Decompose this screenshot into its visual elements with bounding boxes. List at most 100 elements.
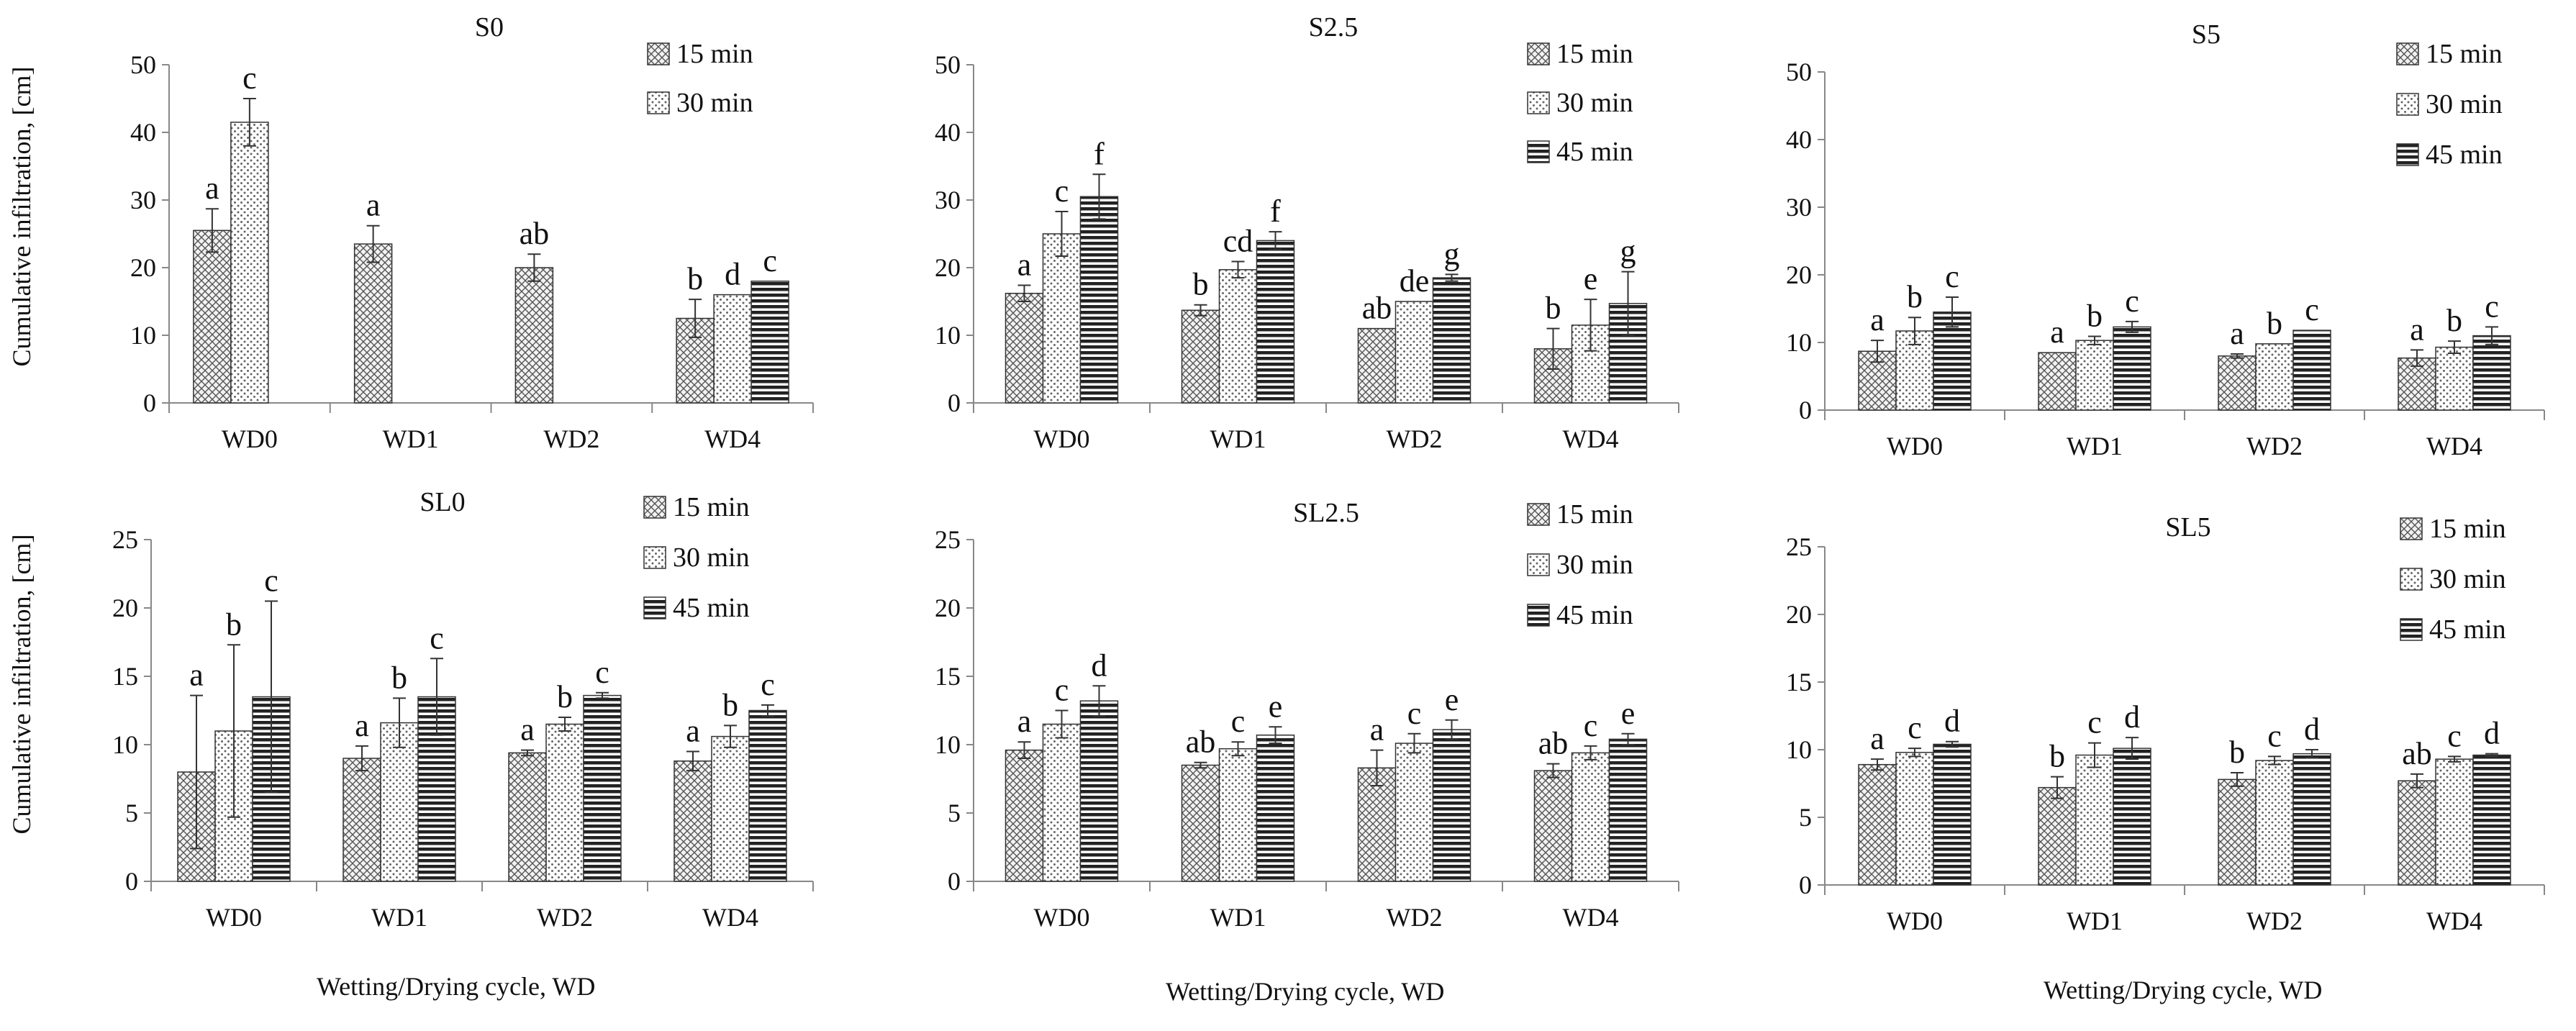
x-tick-label-wd1: WD1 [1210,903,1266,932]
y-tick-label: 30 [935,186,961,214]
significance-label: c [2267,718,2282,753]
y-tick-label: 40 [1786,125,1812,154]
y-tick-label: 10 [112,730,138,759]
x-tick-label-wd1: WD1 [371,903,427,932]
bar-30-min-wd2 [1394,301,1434,404]
bar-30-min-wd1 [1218,269,1258,404]
bar-30-min-wd4 [713,294,752,404]
significance-label: c [2485,289,2499,324]
significance-label: a [1870,721,1885,756]
bar-15-min-wd0 [1004,292,1044,404]
x-tick-label-wd1: WD1 [1210,424,1266,453]
y-tick-label: 0 [125,867,138,896]
y-tick-label: 0 [143,389,156,417]
significance-label: de [1400,263,1430,299]
bar-15-min-wd2 [508,752,547,882]
bar-45-min-wd4 [1608,738,1648,882]
significance-label: g [1444,236,1460,271]
x-tick-label-wd4: WD4 [2426,907,2482,935]
significance-label: d [2484,716,2500,751]
legend-swatch-45-min [2400,618,2423,641]
significance-label: b [1193,267,1209,302]
significance-label: a [1370,712,1384,748]
chart-panel-s2-5: 0 10 20 30 40 50 WD0 WD1 WD2 WD4 a b ab b c cd de e f f g g S2… [858,0,1717,468]
bar-30-min-wd2 [545,723,584,882]
significance-label: d [1092,648,1107,683]
bar-45-min-wd2 [583,694,622,882]
y-tick-label: 10 [935,321,961,350]
y-tick-label: 10 [1786,328,1812,357]
x-tick-label-wd0: WD0 [222,424,278,453]
bar-15-min-wd0 [1004,749,1044,882]
legend-label-30-min: 30 min [676,88,753,118]
bar-15-min-wd4 [2398,780,2436,886]
significance-label: b [2049,739,2065,774]
x-tick-label-wd1: WD1 [383,424,439,453]
chart-title: SL0 [419,487,465,517]
bar-15-min-wd1 [353,243,393,404]
legend-label-30-min: 30 min [2429,564,2506,594]
x-tick-label-wd2: WD2 [537,903,593,932]
bar-30-min-wd0 [1895,752,1934,886]
bar-45-min-wd4 [748,709,787,882]
y-tick-label: 20 [935,594,961,622]
significance-label: c [242,60,257,96]
bar-45-min-wd4 [2472,335,2511,411]
significance-label: b [687,261,703,296]
bar-15-min-wd1 [1181,309,1220,404]
significance-label: c [763,243,777,278]
bar-30-min-wd2 [2255,343,2294,411]
significance-label: b [226,607,242,642]
significance-label: a [2050,314,2064,350]
x-tick-label-wd0: WD0 [1887,907,1943,935]
legend-label-15-min: 15 min [1556,499,1633,530]
x-tick-label-wd1: WD1 [2067,432,2123,460]
bar-45-min-wd1 [2113,326,2151,411]
significance-label: f [1270,194,1281,229]
x-tick-label-wd2: WD2 [1387,424,1443,453]
legend-swatch-45-min [2396,143,2419,166]
chart-title: SL5 [2165,512,2210,542]
legend-label-45-min: 45 min [1556,600,1633,630]
x-tick-label-wd4: WD4 [704,424,761,453]
bar-30-min-wd2 [2255,760,2294,886]
chart-title: S0 [475,12,504,42]
bar-45-min-wd0 [1933,743,1972,886]
bar-15-min-wd4 [1533,770,1573,882]
bar-30-min-wd0 [1042,723,1081,882]
bar-15-min-wd0 [1858,763,1897,886]
bar-15-min-wd4 [674,760,712,882]
legend-swatch-15-min [647,42,670,65]
significance-label: c [1908,710,1922,745]
legend-swatch-15-min [2400,517,2423,540]
y-tick-label: 0 [948,389,961,417]
bar-30-min-wd4 [2435,758,2474,886]
chart-title: S5 [2192,19,2221,50]
x-tick-label-wd4: WD4 [2426,432,2482,460]
bar-15-min-wd2 [1357,767,1397,882]
significance-label: b [1907,279,1923,314]
bar-15-min-wd2 [2218,778,2257,886]
y-tick-label: 40 [130,118,156,147]
bar-15-min-wd1 [1181,764,1220,882]
chart-panel-sl2-5: 0 5 10 15 20 25 WD0 WD1 WD2 WD4 a ab a ab c c c c d e e e SL2.… [858,468,1717,935]
legend-swatch-45-min [1527,604,1550,627]
y-tick-label: 0 [1799,871,1812,899]
x-tick-label-wd0: WD0 [1034,903,1090,932]
significance-label: a [520,712,535,748]
bar-45-min-wd2 [1432,277,1471,404]
significance-label: b [2229,735,2245,770]
significance-label: b [2446,303,2462,338]
significance-label: c [1945,259,1959,294]
y-tick-label: 20 [1786,260,1812,289]
significance-label: f [1094,136,1105,171]
x-tick-label-wd2: WD2 [2246,907,2303,935]
y-tick-label: 20 [1786,600,1812,629]
significance-label: ab [1538,726,1569,761]
significance-label: a [2410,312,2424,347]
